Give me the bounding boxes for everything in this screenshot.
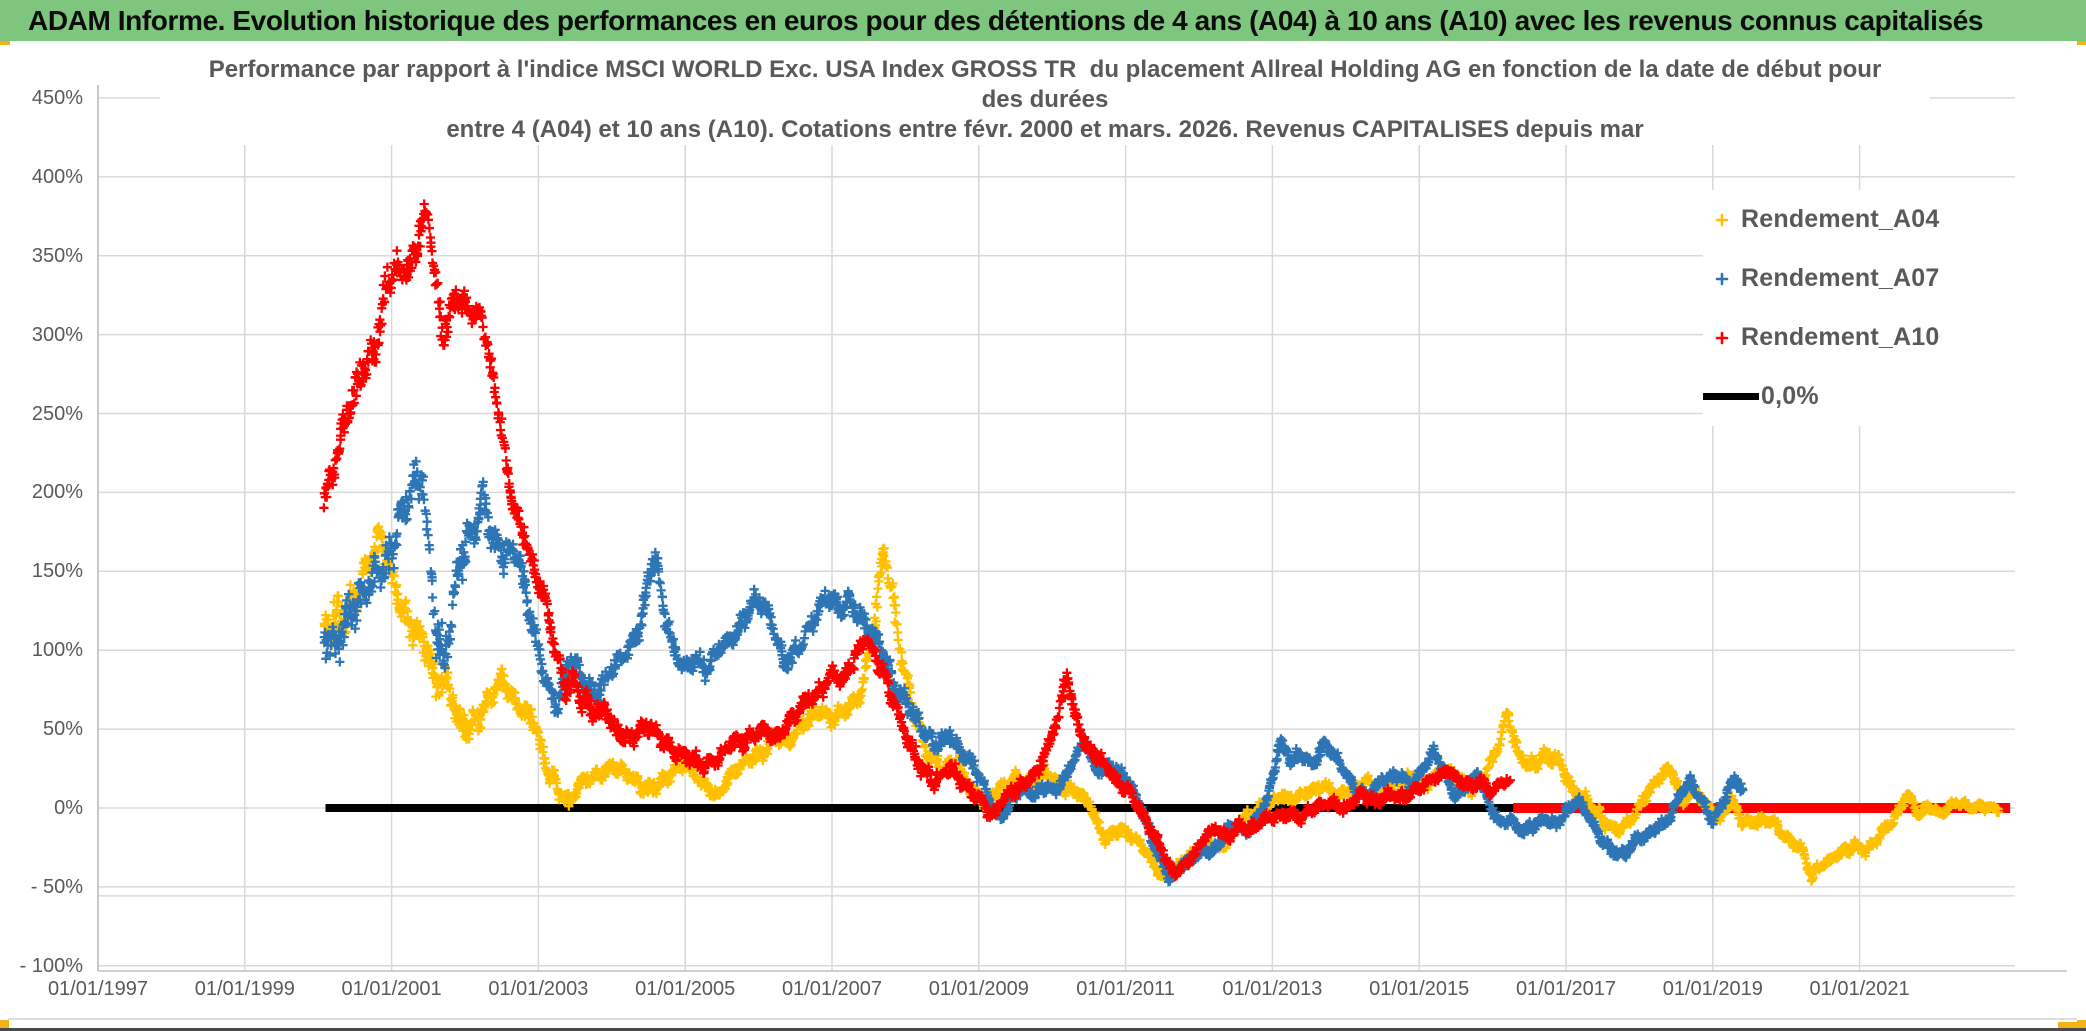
header-bar: ADAM Informe. Evolution historique des p… [0, 0, 2086, 41]
plus-icon [1703, 213, 1741, 227]
scatter-plot [97, 85, 2067, 972]
x-tick-label: 01/01/2007 [781, 978, 883, 1000]
x-tick-label: 01/01/1999 [194, 978, 295, 1000]
y-tick-label: 150% [31, 560, 83, 583]
chart-legend: Rendement_A04 Rendement_A07 Rendement_A1… [1703, 190, 2033, 426]
x-tick-label: 01/01/2019 [1662, 978, 1763, 1000]
x-tick-label: 01/01/2009 [928, 978, 1029, 1000]
y-tick-label: 350% [31, 244, 83, 267]
x-tick-label: 01/01/2005 [635, 978, 736, 1000]
series-Rendement_A10 [319, 199, 1515, 882]
y-tick-label: 400% [31, 165, 83, 188]
series-Rendement_A04 [319, 522, 2004, 886]
y-tick-label: - 50% [30, 875, 83, 898]
x-tick-label: 01/01/1997 [47, 978, 149, 1000]
y-tick-label: 250% [31, 402, 83, 425]
y-tick-label: - 100% [19, 954, 83, 977]
y-tick-label: 50% [42, 718, 83, 741]
legend-item-rendement-a10: Rendement_A10 [1703, 308, 2033, 367]
x-tick-label: 01/01/2015 [1369, 978, 1470, 1000]
chart-title: Performance par rapport à l'indice MSCI … [160, 55, 1930, 145]
y-tick-label: 0% [54, 797, 83, 819]
page-title: ADAM Informe. Evolution historique des p… [28, 4, 1984, 36]
chart-title-line-3: entre 4 (A04) et 10 ans (A10). Cotations… [446, 116, 1644, 143]
x-tick-label: 01/01/2001 [341, 978, 442, 1000]
x-tick-label: 01/01/2013 [1222, 978, 1323, 1000]
legend-item-zero-line: 0,0% [1703, 367, 2033, 426]
y-tick-label: 200% [31, 481, 83, 504]
legend-label: 0,0% [1761, 382, 1819, 410]
accent-gold-bottom-left [0, 1012, 9, 1031]
y-tick-label: 100% [31, 639, 83, 662]
x-tick-label: 01/01/2011 [1076, 978, 1175, 1000]
y-tick-label: 300% [31, 323, 83, 346]
chart-area: Performance par rapport à l'indice MSCI … [0, 45, 2086, 1020]
x-tick-label: 01/01/2017 [1515, 978, 1617, 1000]
plus-icon [1703, 331, 1741, 345]
legend-item-rendement-a07: Rendement_A07 [1703, 249, 2033, 308]
legend-item-rendement-a04: Rendement_A04 [1703, 190, 2033, 249]
x-tick-label: 01/01/2021 [1809, 978, 1910, 1000]
accent-gold-bottom-right-horizontal [2058, 1022, 2086, 1031]
chart-title-line-1: Performance par rapport à l'indice MSCI … [208, 56, 1882, 83]
plus-icon [1703, 272, 1741, 286]
legend-label: Rendement_A07 [1741, 264, 1940, 292]
chart-bottom-border [8, 1018, 2077, 1020]
y-tick-label: 450% [31, 86, 83, 109]
chart-title-line-2: des durées [981, 86, 1109, 113]
series-Rendement_A07 [319, 456, 1748, 887]
line-swatch-icon [1703, 393, 1759, 400]
page-bottom-edge [0, 1028, 2086, 1031]
legend-label: Rendement_A10 [1741, 323, 1940, 351]
x-tick-label: 01/01/2003 [488, 978, 589, 1000]
legend-label: Rendement_A04 [1741, 205, 1940, 233]
